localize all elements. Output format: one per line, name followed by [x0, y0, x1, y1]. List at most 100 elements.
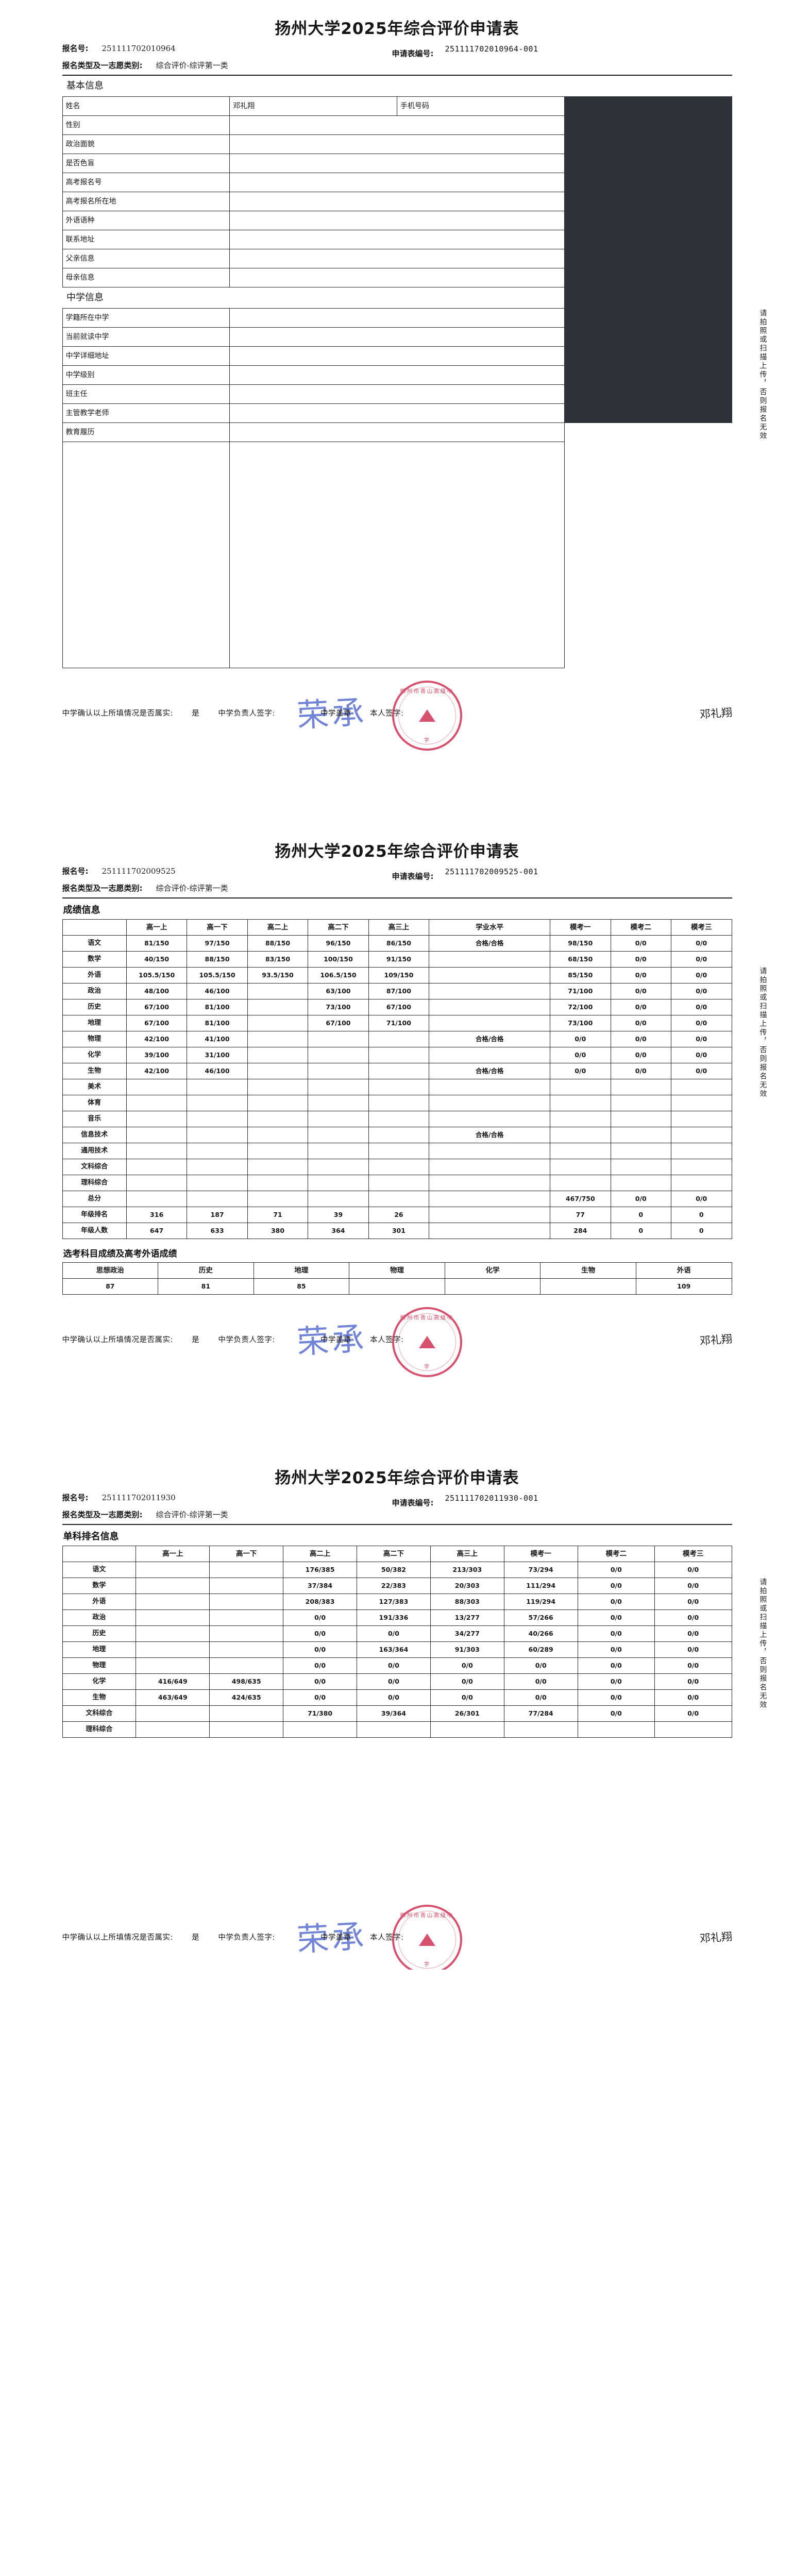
confirm-answer: 是 [192, 709, 200, 718]
rank-subject-2: 外语 [62, 1594, 137, 1610]
score-cell-4-4: 67/100 [368, 999, 430, 1015]
rank-cell-6-2: 0/0 [283, 1657, 357, 1674]
score-cell-2-0: 105.5/150 [126, 967, 188, 984]
handwritten-signature-2: 邓礼翔 [699, 1332, 733, 1348]
score-cell-6-3 [308, 1031, 369, 1047]
rank-cell-5-4: 91/303 [430, 1641, 504, 1658]
score-cell-16-0 [126, 1191, 188, 1207]
score-cell-15-6 [550, 1175, 611, 1191]
score-cell-2-7: 0/0 [610, 967, 671, 984]
school-value-1 [229, 327, 565, 347]
score-cell-11-7 [610, 1111, 671, 1127]
rank-cell-3-4: 13/277 [430, 1609, 504, 1626]
score-cell-17-4: 26 [368, 1207, 430, 1223]
name-label: 姓名 [62, 96, 230, 116]
table-row: 母亲信息 [62, 268, 732, 287]
school-value-4 [229, 384, 565, 404]
school-label-4: 班主任 [62, 384, 230, 404]
rank-cell-10-5 [503, 1721, 578, 1738]
rank-cell-6-1 [209, 1657, 284, 1674]
school-value-6 [229, 422, 565, 442]
row-value-3 [229, 173, 565, 192]
score-cell-17-8: 0 [670, 1207, 732, 1223]
table-row: 教育履历 [62, 422, 732, 442]
row-value-0 [229, 115, 565, 135]
seal-top-text-2: 郴州市青山高级中 [400, 1314, 454, 1321]
rank-subject-0: 语文 [62, 1562, 137, 1578]
rank-cell-5-2: 0/0 [283, 1641, 357, 1658]
rank-cell-2-4: 88/303 [430, 1594, 504, 1610]
score-cell-3-7: 0/0 [610, 983, 671, 999]
rank-cell-4-2: 0/0 [283, 1625, 357, 1642]
confirm-answer-2: 是 [192, 1336, 200, 1344]
score-cell-12-0 [126, 1127, 188, 1143]
seal-top-text-3: 郴州市青山高级中 [400, 1912, 454, 1919]
row-value-1 [229, 134, 565, 154]
rank-cell-3-7: 0/0 [654, 1609, 732, 1626]
score-cell-5-7: 0/0 [610, 1015, 671, 1031]
rank-cell-5-3: 163/364 [357, 1641, 431, 1658]
score-cell-15-4 [368, 1175, 430, 1191]
rank-subject-7: 化学 [62, 1673, 137, 1690]
rank-cell-1-6: 0/0 [577, 1578, 655, 1594]
score-cell-7-0: 39/100 [126, 1047, 188, 1063]
score-cell-17-6: 77 [550, 1207, 611, 1223]
score-cell-12-4 [368, 1127, 430, 1143]
score-cell-18-4: 301 [368, 1223, 430, 1239]
school-label-2: 中学详细地址 [62, 346, 230, 366]
signer-label-3: 中学负责人签字: [218, 1934, 275, 1942]
elective-col-4: 化学 [444, 1262, 541, 1279]
elective-col-0: 思想政治 [62, 1262, 159, 1279]
rank-subject-8: 生物 [62, 1689, 137, 1706]
rank-cell-4-1 [209, 1625, 284, 1642]
seal-bottom-text-3: 学 [424, 1962, 430, 1968]
confirm-line-3: 中学确认以上所填情况是否属实: 是 中学负责人签字: 中学盖章 本人签字: [62, 1931, 404, 1942]
score-cell-7-1: 31/100 [187, 1047, 248, 1063]
score-subject-1: 数学 [62, 951, 127, 968]
score-cell-9-2 [247, 1079, 309, 1095]
rank-cell-8-2: 0/0 [283, 1689, 357, 1706]
table-row: 父亲信息 [62, 249, 732, 268]
signer-label: 中学负责人签字: [218, 709, 275, 718]
score-col-2: 高一下 [187, 919, 248, 936]
rank-col-1: 高一上 [136, 1546, 210, 1562]
seal-label-2: 中学盖章 [320, 1336, 351, 1344]
seal-label: 中学盖章 [320, 709, 351, 718]
table-row: 生物 463/649 424/635 0/0 0/0 0/0 0/0 0/0 0/0 [62, 1689, 732, 1706]
score-cell-13-8 [670, 1143, 732, 1159]
rank-cell-3-5: 57/266 [503, 1609, 578, 1626]
score-subject-14: 文科综合 [62, 1159, 127, 1175]
score-cell-18-6: 284 [550, 1223, 611, 1239]
confirm-line-2: 中学确认以上所填情况是否属实: 是 中学负责人签字: 中学盖章 本人签字: [62, 1334, 404, 1345]
report-no-value: 251111702010964 [102, 44, 176, 53]
row-value-5 [229, 211, 565, 230]
app-no-label: 申请表编号: [392, 49, 434, 58]
type-label-3: 报名类型及一志愿类别: [62, 1510, 143, 1519]
elective-value-0: 87 [62, 1278, 159, 1295]
row-label-4: 高考报名所在地 [62, 192, 230, 211]
table-row: 班主任 [62, 384, 732, 404]
table-row: 历史 67/100 81/100 73/100 67/100 72/100 0/0 0/0 [62, 999, 732, 1015]
score-cell-8-1: 46/100 [187, 1063, 248, 1079]
rank-cell-4-4: 34/277 [430, 1625, 504, 1642]
score-cell-0-2: 88/150 [247, 935, 309, 952]
score-cell-5-8: 0/0 [670, 1015, 732, 1031]
rank-cell-1-7: 0/0 [654, 1578, 732, 1594]
rank-cell-1-2: 37/384 [283, 1578, 357, 1594]
elective-header-row: 思想政治 历史 地理 物理 化学 生物 外语 [62, 1262, 732, 1279]
table-row: 地理 0/0 163/364 91/303 60/289 0/0 0/0 [62, 1641, 732, 1658]
app-no-label-3: 申请表编号: [392, 1498, 434, 1507]
score-subject-12: 信息技术 [62, 1127, 127, 1143]
score-cell-1-4: 91/150 [368, 951, 430, 968]
rank-cell-9-3: 39/364 [357, 1705, 431, 1722]
red-seal: 郴州市青山高级中 学 [392, 681, 462, 751]
rank-subject-4: 历史 [62, 1625, 137, 1642]
table-row: 美术 [62, 1079, 732, 1095]
score-cell-3-0: 48/100 [126, 983, 188, 999]
score-subject-9: 美术 [62, 1079, 127, 1095]
score-cell-3-8: 0/0 [670, 983, 732, 999]
rank-subject-1: 数学 [62, 1578, 137, 1594]
row-label-3: 高考报名号 [62, 173, 230, 192]
score-cell-4-8: 0/0 [670, 999, 732, 1015]
score-cell-9-3 [308, 1079, 369, 1095]
